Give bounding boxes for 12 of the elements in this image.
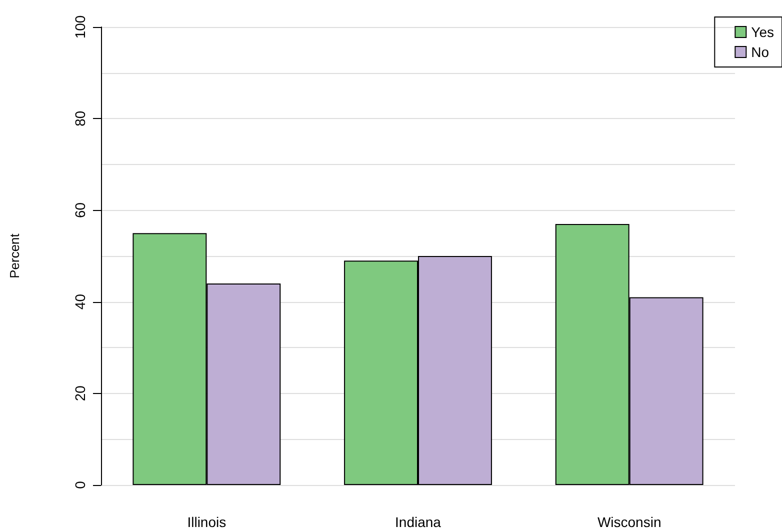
x-tick-label: Illinois xyxy=(187,514,226,529)
y-tick-label: 80 xyxy=(72,110,88,126)
y-tick-label: 40 xyxy=(72,294,88,310)
legend-label: No xyxy=(751,44,770,60)
x-tick-label: Wisconsin xyxy=(597,514,662,529)
x-tick-label: Indiana xyxy=(395,514,442,529)
legend-label: Yes xyxy=(751,24,774,40)
y-tick-label: 100 xyxy=(72,15,88,39)
y-tick-label: 0 xyxy=(72,480,88,489)
y-tick-label: 20 xyxy=(72,385,88,402)
y-tick-label: 60 xyxy=(72,202,88,218)
y-axis-title: Percent xyxy=(7,233,22,278)
